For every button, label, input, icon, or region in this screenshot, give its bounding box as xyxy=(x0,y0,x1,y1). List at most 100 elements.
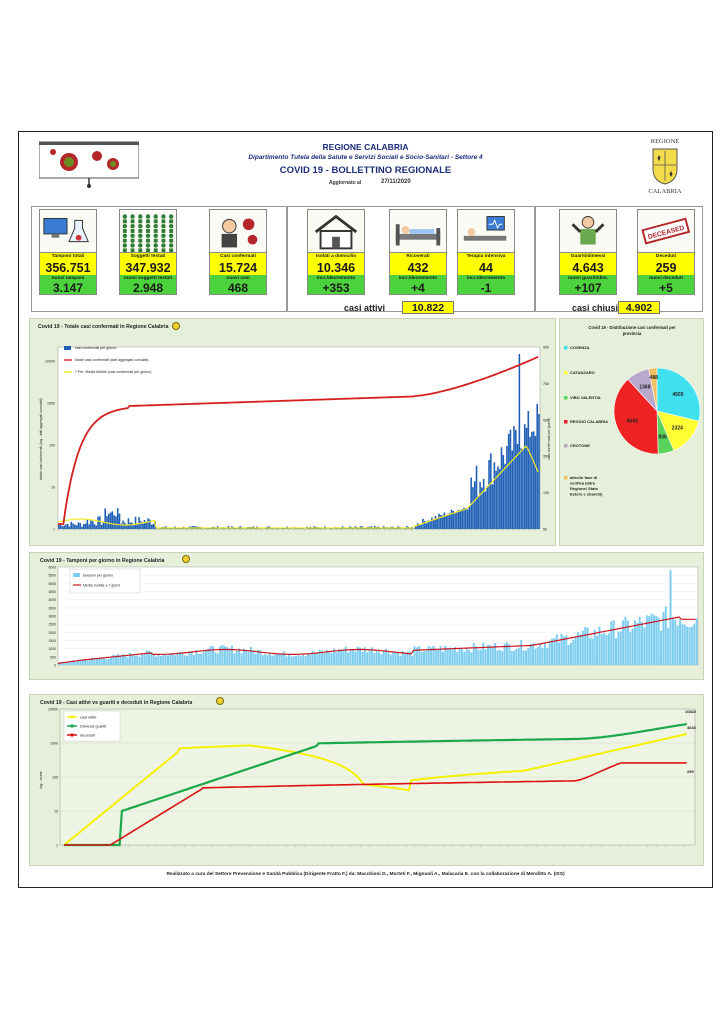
pie-legend-label: verifica (altra xyxy=(570,481,596,486)
tampons-bar xyxy=(228,648,231,665)
y-tick-label: 3500 xyxy=(48,606,56,610)
daily-cases-bar xyxy=(490,453,492,529)
tampons-bar xyxy=(126,657,129,665)
daily-cases-bar xyxy=(181,528,183,529)
tampons-bar xyxy=(539,643,542,665)
daily-cases-bar xyxy=(124,522,126,529)
tampons-bar xyxy=(306,654,309,665)
daily-cases-bar xyxy=(477,495,480,529)
daily-cases-bar xyxy=(111,511,114,529)
daily-cases-bar xyxy=(513,426,515,529)
tampons-bar xyxy=(399,655,402,665)
daily-cases-bar xyxy=(423,520,426,529)
kpi-value: 15.724 xyxy=(209,261,267,275)
tampons-bar xyxy=(401,650,404,665)
tampons-bar xyxy=(683,624,686,665)
tampons-bar xyxy=(259,650,262,665)
kpi-label: Terapia intensiva xyxy=(457,253,515,261)
daily-cases-bar xyxy=(447,514,449,529)
tampons-bar xyxy=(122,653,124,665)
daily-cases-bar xyxy=(282,528,285,529)
y-tick-label: 500 xyxy=(50,655,56,659)
daily-cases-bar xyxy=(431,517,433,529)
tampons-bar xyxy=(408,651,411,665)
tampons-bar xyxy=(498,649,501,665)
pie-legend-label: VIBO VALENTIA xyxy=(570,395,601,400)
tampons-bar xyxy=(193,655,196,665)
tampons-bar xyxy=(494,643,497,665)
tampons-bar xyxy=(231,645,234,665)
kpi-label: Ricoverati xyxy=(389,253,447,261)
daily-cases-bar xyxy=(413,528,415,529)
tampons-bar xyxy=(534,648,537,665)
y-tick-label: 1000 xyxy=(48,647,56,651)
daily-cases-bar xyxy=(91,521,94,529)
kpi-delta: +107 xyxy=(559,282,617,295)
tampons-bar xyxy=(603,632,606,665)
y-tick-label: 2000 xyxy=(48,631,56,635)
pie-slice-label: 2324 xyxy=(672,426,683,432)
footer-credits: Realizzato a cura del Settore Prevenzion… xyxy=(166,872,565,877)
daily-cases-bar xyxy=(145,521,148,529)
daily-cases-bar xyxy=(491,484,494,529)
daily-cases-bar xyxy=(88,524,90,529)
legend-label: Dimessi guariti xyxy=(80,724,106,729)
tampons-bar xyxy=(527,648,530,665)
tampons-bar xyxy=(664,606,667,665)
tampons-bar xyxy=(524,650,527,665)
daily-cases-bar xyxy=(116,508,119,529)
tampons-bar xyxy=(392,651,395,665)
region-logo-icon xyxy=(216,697,224,705)
tampons-bar xyxy=(558,642,561,665)
right-tick-label: 950 xyxy=(543,346,549,350)
tampons-bar xyxy=(268,653,271,665)
tampons-bar xyxy=(444,646,447,665)
daily-cases-bar xyxy=(479,482,481,529)
tampons-bar xyxy=(574,636,577,665)
daily-cases-bar xyxy=(486,485,489,529)
tampons-bar xyxy=(159,656,162,665)
daily-cases-bar xyxy=(509,429,512,529)
tampons-bar xyxy=(378,651,380,665)
daily-cases-bar xyxy=(448,513,451,529)
pie-legend-swatch xyxy=(564,346,568,350)
daily-cases-bar xyxy=(450,509,453,529)
kpi-tile: Ricoverati 432 incr./decremento +4 xyxy=(389,209,447,295)
house-icon xyxy=(307,209,365,253)
tampons-bar xyxy=(387,652,390,665)
tampons-bar xyxy=(406,651,409,665)
tampons-bar xyxy=(202,651,205,665)
daily-cases-bar xyxy=(441,515,444,529)
tampons-bar xyxy=(487,644,490,665)
tampons-bar xyxy=(361,651,364,665)
tampons-bar xyxy=(129,652,132,665)
daily-cases-bar xyxy=(461,508,464,529)
tampons-bar xyxy=(489,645,492,665)
tampons-bar xyxy=(586,627,589,665)
daily-cases-bar xyxy=(436,517,439,529)
daily-cases-bar xyxy=(463,507,465,529)
y-axis-title: log - scale xyxy=(39,771,43,788)
header: REGIONE CALABRIA Dipartimento Tutela del… xyxy=(19,132,712,200)
daily-cases-bar xyxy=(143,519,146,529)
daily-cases-bar xyxy=(93,524,96,529)
daily-cases-bar xyxy=(134,516,137,529)
tampons-bar xyxy=(131,655,134,665)
tampons-bar xyxy=(150,651,153,665)
tampons-bar xyxy=(261,655,264,665)
kpi-delta: +4 xyxy=(389,282,447,295)
tampons-bar xyxy=(432,645,435,665)
tampons-bar xyxy=(105,659,108,665)
tampons-bar xyxy=(638,616,641,665)
tampons-bar xyxy=(65,662,68,665)
daily-cases-bar xyxy=(504,463,506,529)
tampons-bar xyxy=(551,638,554,665)
daily-cases-bar xyxy=(425,523,428,529)
tampons-bar xyxy=(273,654,276,665)
cumulative-cases-line xyxy=(58,355,539,525)
y-tick-label: 10 xyxy=(54,810,58,814)
crest-name: CALABRIA xyxy=(648,188,682,195)
province-pie-chart: Covid 19 - Distribuzione casi confermati… xyxy=(564,325,701,497)
tampons-chart: 6000550050004500400035003000250020001500… xyxy=(48,566,699,668)
plot-area xyxy=(57,346,541,530)
